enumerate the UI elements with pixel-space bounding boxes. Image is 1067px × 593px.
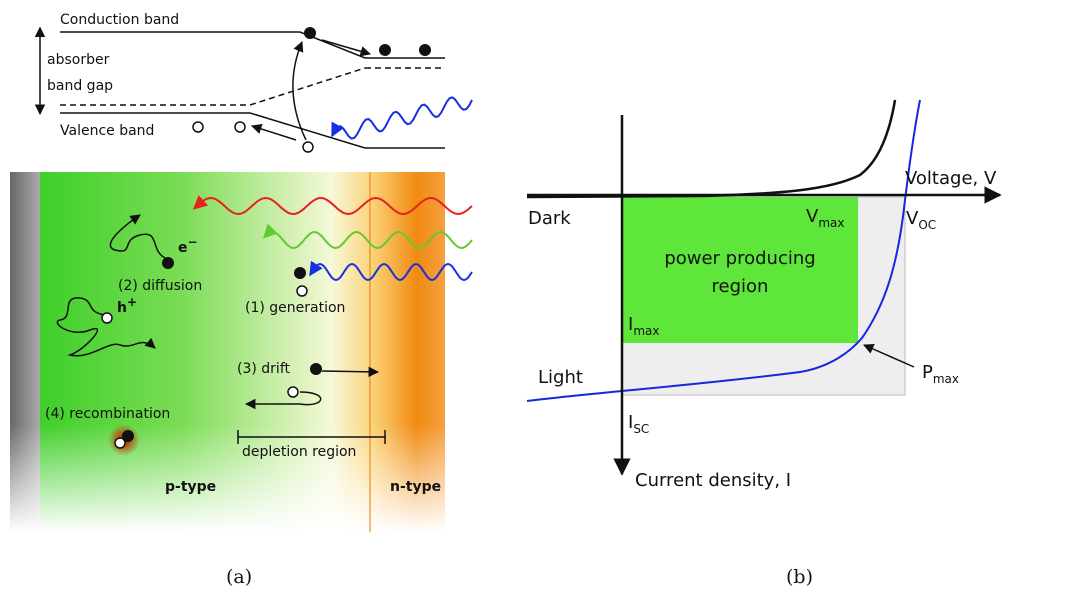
region-label: power producing [664, 248, 815, 269]
hole [193, 122, 203, 132]
label-main: h [117, 300, 127, 316]
label-sub: max [818, 216, 844, 230]
label-sup: − [188, 235, 198, 249]
photon [332, 97, 472, 138]
hole [303, 142, 313, 152]
hole-arrow [252, 126, 296, 140]
figure: Conduction band absorber band gap Valenc… [0, 0, 1067, 593]
depletion-label: depletion region [242, 444, 356, 460]
drift-arrow [322, 371, 378, 372]
valence-band-label: Valence band [60, 123, 154, 139]
caption: (a) [226, 566, 252, 588]
dark-label: Dark [528, 208, 571, 229]
label-sub: max [933, 372, 959, 386]
label-main: P [922, 362, 933, 383]
electron [379, 44, 391, 56]
band-gap-label: band gap [47, 78, 113, 94]
electron [419, 44, 431, 56]
pmax-label: Pmax [922, 362, 959, 386]
light-label: Light [538, 367, 583, 388]
region-label: region [712, 276, 769, 297]
excitation-arrow [293, 42, 306, 140]
recombination-label: (4) recombination [45, 406, 170, 422]
isc-label: ISC [628, 412, 649, 436]
hole [235, 122, 245, 132]
caption: (b) [786, 566, 813, 588]
hole [102, 313, 112, 323]
label-main: V [806, 206, 819, 227]
label-main: V [906, 208, 919, 229]
p-type-label: p-type [165, 479, 216, 495]
label-sub: SC [633, 422, 649, 436]
hole [288, 387, 298, 397]
label-sub: OC [918, 218, 936, 232]
x-axis-label: Voltage, V [905, 168, 997, 189]
diffusion-label: (2) diffusion [118, 278, 202, 294]
hole [297, 286, 307, 296]
electron [310, 363, 322, 375]
hole [115, 438, 125, 448]
n-type-label: n-type [390, 479, 441, 495]
electron [294, 267, 306, 279]
band-gap-label: absorber [47, 52, 110, 68]
label-sup: + [127, 295, 137, 309]
electron [162, 257, 174, 269]
page: Conduction band absorber band gap Valenc… [0, 0, 1067, 593]
dark-curve [527, 100, 895, 197]
generation-label: (1) generation [245, 300, 345, 316]
drift-label: (3) drift [237, 361, 290, 377]
label-sub: max [633, 324, 659, 338]
electron-arrow [322, 40, 370, 54]
conduction-band-label: Conduction band [60, 12, 179, 28]
voc-label: VOC [906, 208, 936, 232]
label-main: e [178, 240, 188, 256]
y-axis-label: Current density, I [635, 470, 791, 491]
electron [304, 27, 316, 39]
